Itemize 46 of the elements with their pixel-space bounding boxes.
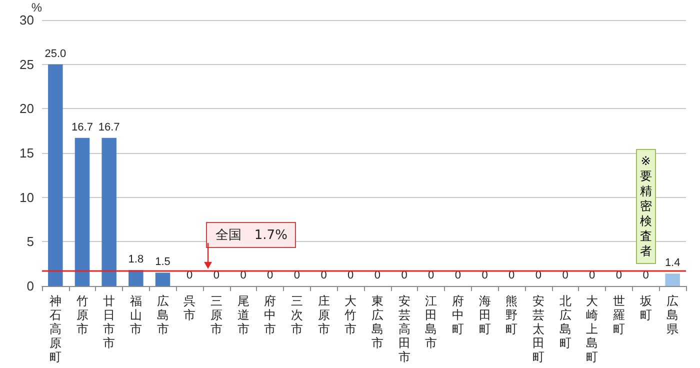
data-label: 16.7 — [98, 121, 120, 134]
x-tick-label: 広島市 — [156, 294, 169, 336]
bar — [155, 272, 170, 286]
y-tick-label: 10 — [20, 190, 34, 205]
x-tick-label: 北広島町 — [559, 294, 572, 350]
y-tick-label: 0 — [26, 278, 34, 294]
x-tick-label: 竹原市 — [76, 294, 88, 336]
data-label: 1.8 — [128, 254, 144, 266]
y-tick-label: 30 — [20, 12, 34, 28]
x-tick-label: 江田島市 — [425, 294, 438, 350]
bar — [48, 64, 63, 286]
x-tick-label: 大竹市 — [344, 294, 357, 336]
x-tick-label: 大崎上島町 — [586, 294, 598, 364]
ref-line-label: 全国 1.7% — [206, 222, 296, 248]
x-tick-label: 呉市 — [184, 294, 196, 322]
bar — [74, 138, 90, 286]
x-tick-label: 安芸太田町 — [532, 294, 544, 364]
data-label: 25.0 — [44, 48, 66, 60]
y-tick-label: 15 — [20, 146, 34, 160]
bar — [102, 138, 116, 286]
y-tick-label: 20 — [20, 101, 34, 116]
annotation: ※要精密検査者 — [636, 149, 656, 264]
x-tick-label: 海田町 — [478, 294, 491, 336]
x-tick-label: 坂町 — [638, 294, 652, 322]
bar — [128, 270, 144, 286]
x-tick-label: 府中市 — [264, 294, 276, 336]
x-tick-label: 尾道市 — [237, 294, 250, 336]
data-label: 16.7 — [72, 121, 93, 134]
bar — [665, 274, 680, 286]
y-axis-title: % — [31, 0, 42, 15]
x-tick-label: 廿日市市 — [103, 294, 116, 350]
x-tick-label: 福山市 — [130, 294, 142, 336]
x-tick-label: 府中町 — [452, 294, 464, 336]
x-tick-label: 広島県 — [666, 294, 679, 336]
x-tick-label: 東広島市 — [371, 294, 384, 350]
x-tick-label: 安芸高田市 — [398, 294, 410, 364]
data-label: 1.4 — [664, 257, 680, 270]
x-tick-label: 三原市 — [210, 294, 222, 336]
x-tick-label: 三次市 — [290, 294, 303, 336]
x-tick-label: 神石高原町 — [49, 294, 62, 364]
y-tick-label: 25 — [20, 56, 34, 72]
x-tick-label: 熊野町 — [506, 294, 518, 336]
y-tick-label: 5 — [26, 234, 34, 250]
x-tick-label: 世羅町 — [612, 294, 625, 336]
x-tick-label: 庄原市 — [318, 294, 330, 336]
data-label: 1.5 — [155, 256, 170, 268]
